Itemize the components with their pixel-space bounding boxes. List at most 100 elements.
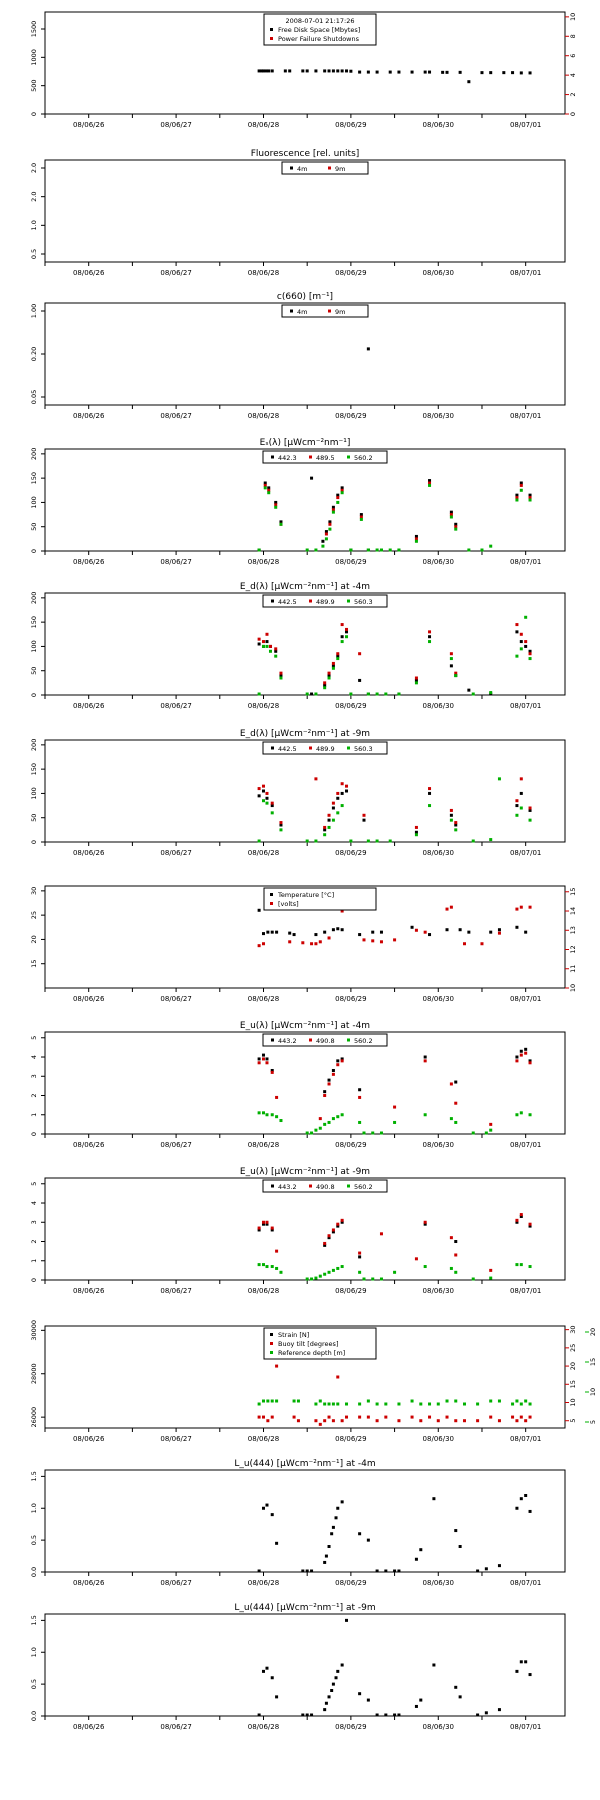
chart-panel-9: E_u(λ) [μWcm⁻²nm⁻¹] at -9m 08/06/26 08/06/…: [30, 1167, 566, 1295]
data-point-1: [476, 1569, 480, 1573]
plot-frame: [44, 739, 566, 843]
data-point-3: [270, 811, 274, 815]
data-point-3: [261, 1111, 265, 1115]
x-tick-label: 08/06/27: [160, 1141, 191, 1149]
data-point-3: [318, 1126, 322, 1130]
data-point-2: [345, 784, 349, 788]
x-tick-label: 08/06/26: [73, 269, 105, 277]
data-point-1: [275, 1541, 279, 1545]
x-tick-label: 08/06/29: [335, 1141, 366, 1149]
data-point-2: [327, 671, 331, 675]
data-point-1: [323, 930, 327, 934]
data-point-1: [305, 1713, 309, 1717]
data-point-2: [323, 825, 327, 829]
data-point-2: [515, 496, 519, 500]
data-point-1: [257, 908, 261, 912]
data-point-2: [331, 661, 335, 665]
data-point-1: [366, 1538, 370, 1542]
data-point-3: [366, 839, 370, 843]
legend-box: [263, 13, 377, 46]
data-point-2: [449, 1082, 453, 1086]
x-tick-label: 08/07/01: [510, 1435, 541, 1443]
data-point-2: [296, 1419, 300, 1423]
legend-box: [281, 161, 369, 175]
legend-box: [262, 741, 388, 755]
data-point-1: [454, 1240, 458, 1244]
y-tick-label: 15: [30, 960, 38, 968]
data-point-3: [336, 1115, 340, 1119]
data-point-1: [288, 69, 292, 73]
data-point-3: [324, 537, 328, 541]
y-tick-label: 0: [30, 693, 38, 697]
data-point-3: [310, 1131, 314, 1135]
data-point-1: [349, 69, 353, 73]
data-point-3: [462, 1402, 466, 1406]
data-point-1: [279, 674, 283, 678]
data-point-2: [336, 652, 340, 656]
data-point-1: [467, 80, 471, 84]
x-tick-label: 08/06/26: [73, 1435, 105, 1443]
data-point-3: [270, 1399, 274, 1403]
data-point-3: [266, 1399, 270, 1403]
legend-entry: 443.2: [278, 1183, 297, 1191]
data-point-1: [414, 534, 418, 538]
data-point-2: [449, 1236, 453, 1240]
data-point-1: [358, 933, 362, 937]
data-point-2: [323, 681, 327, 685]
data-point-1: [263, 481, 267, 485]
y-tick-label: 0: [30, 549, 38, 553]
data-point-2: [318, 940, 322, 944]
data-point-2: [528, 496, 532, 500]
data-point-3: [331, 1117, 335, 1121]
y-tick-label: 500: [30, 79, 38, 91]
data-point-3: [336, 1402, 340, 1406]
y-tick-label: 0: [30, 840, 38, 844]
data-point-3: [275, 1266, 279, 1270]
data-point-3: [393, 1270, 397, 1274]
data-point-2: [292, 1415, 296, 1419]
data-point-3: [274, 654, 278, 658]
data-point-3: [379, 1131, 383, 1135]
data-point-2: [275, 1249, 279, 1253]
data-point-2: [379, 1232, 383, 1236]
data-point-1: [515, 1220, 519, 1224]
data-point-3: [358, 1120, 362, 1124]
data-point-3: [331, 510, 335, 514]
x-tick-label: 08/06/27: [160, 849, 191, 857]
data-point-3: [489, 544, 493, 548]
x-tick-label: 08/06/29: [335, 558, 366, 566]
data-point-2: [462, 1419, 466, 1423]
data-point-1: [336, 1506, 340, 1510]
data-point-3: [268, 649, 272, 653]
data-point-3: [336, 811, 340, 815]
x-tick-label: 08/06/29: [335, 121, 366, 129]
data-point-1: [340, 1663, 344, 1667]
data-point-3: [323, 833, 327, 837]
y-tick-label: 1.0: [30, 1647, 38, 1657]
data-point-3: [519, 1111, 523, 1115]
data-point-1: [528, 1673, 532, 1677]
legend-entry: 560.3: [354, 598, 373, 606]
data-point-1: [454, 1529, 458, 1533]
x-tick-label: 08/06/27: [160, 1287, 191, 1295]
x-tick-label: 08/06/27: [160, 1579, 191, 1587]
data-point-2: [279, 671, 283, 675]
data-point-2: [515, 799, 519, 803]
data-point-2: [327, 1415, 331, 1419]
data-point-2: [261, 640, 265, 644]
data-point-2: [528, 1222, 532, 1226]
chart-title: Eₛ(λ) [μWcm⁻²nm⁻¹]: [260, 438, 351, 448]
data-point-2: [267, 488, 271, 492]
legend-marker: [270, 37, 273, 40]
data-point-3: [375, 548, 379, 552]
data-point-2: [428, 1415, 432, 1419]
data-point-3: [528, 1402, 532, 1406]
data-point-2: [340, 782, 344, 786]
x-tick-label: 08/06/28: [248, 849, 279, 857]
x-tick-label: 08/07/01: [510, 995, 541, 1003]
y-tick-label: 1: [30, 1113, 38, 1117]
x-tick-label: 08/06/28: [248, 1287, 279, 1295]
data-point-1: [528, 1509, 532, 1513]
data-point-2: [410, 1415, 414, 1419]
